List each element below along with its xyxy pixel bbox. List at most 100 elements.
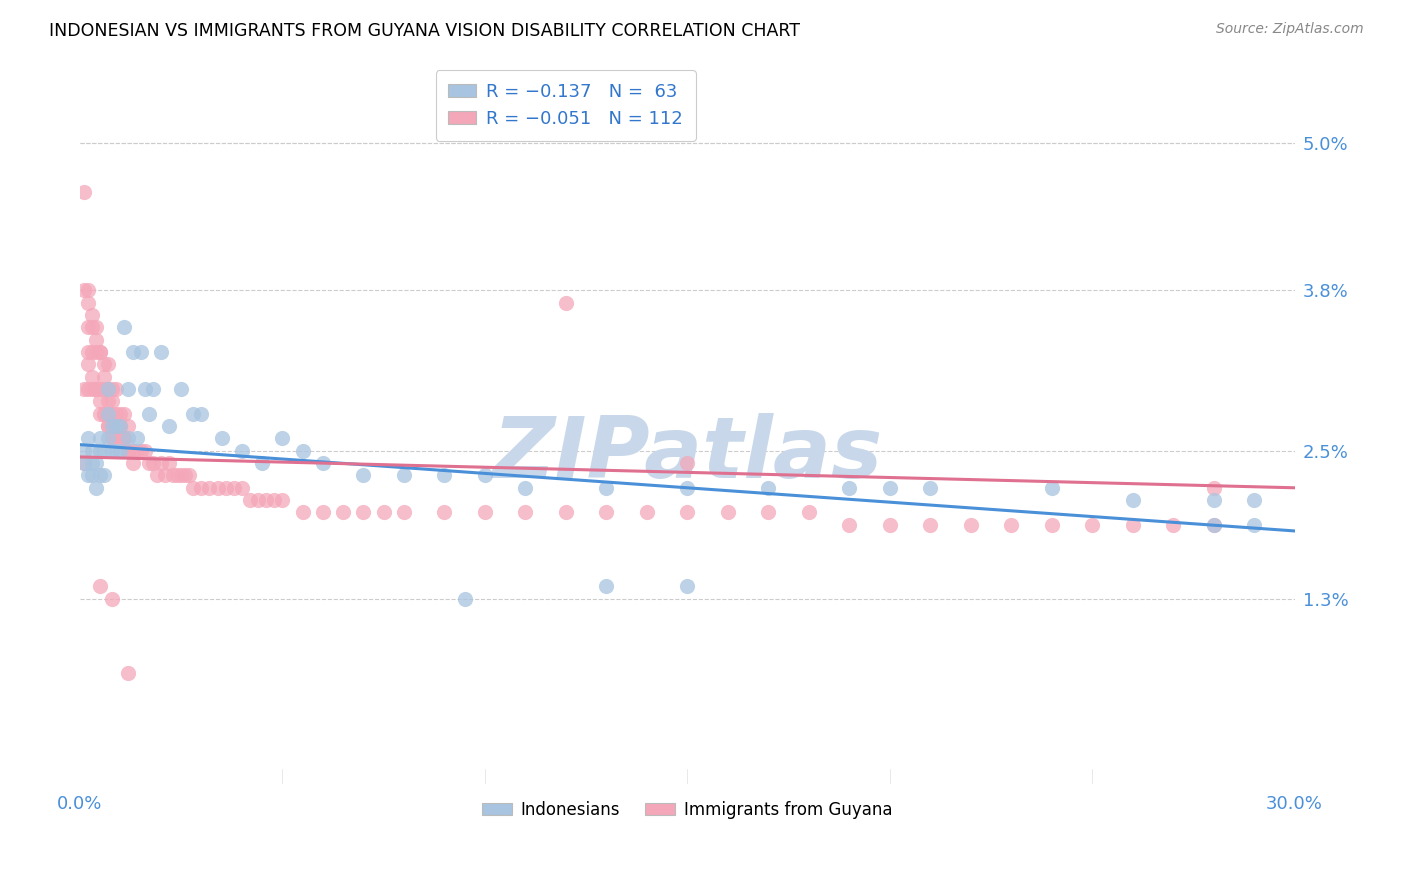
Point: [179, 468, 201, 483]
Point: [352, 505, 374, 519]
Point: [77, 295, 100, 310]
Point: [117, 443, 139, 458]
Point: [112, 407, 135, 421]
Point: [101, 432, 124, 446]
Point: [93, 407, 115, 421]
Point: [1243, 493, 1265, 508]
Point: [717, 505, 740, 519]
Point: [1122, 493, 1144, 508]
Point: [77, 432, 100, 446]
Text: ZIPatlas: ZIPatlas: [492, 413, 883, 496]
Point: [239, 493, 262, 508]
Point: [352, 468, 374, 483]
Point: [138, 407, 160, 421]
Point: [263, 493, 285, 508]
Point: [149, 456, 172, 470]
Point: [101, 591, 124, 606]
Point: [207, 481, 229, 495]
Point: [80, 468, 103, 483]
Point: [80, 308, 103, 322]
Point: [474, 468, 496, 483]
Point: [1202, 517, 1225, 532]
Point: [153, 468, 176, 483]
Point: [134, 382, 156, 396]
Point: [77, 320, 100, 334]
Point: [125, 443, 148, 458]
Point: [129, 345, 152, 359]
Point: [1122, 517, 1144, 532]
Point: [97, 419, 120, 434]
Point: [170, 382, 193, 396]
Point: [73, 443, 96, 458]
Point: [474, 505, 496, 519]
Text: Source: ZipAtlas.com: Source: ZipAtlas.com: [1216, 22, 1364, 37]
Point: [756, 481, 779, 495]
Point: [1243, 517, 1265, 532]
Point: [105, 407, 128, 421]
Point: [138, 456, 160, 470]
Point: [595, 505, 617, 519]
Point: [80, 443, 103, 458]
Point: [373, 505, 395, 519]
Point: [84, 382, 107, 396]
Point: [1040, 517, 1063, 532]
Point: [101, 394, 124, 409]
Point: [271, 493, 294, 508]
Point: [93, 407, 115, 421]
Point: [110, 443, 132, 458]
Point: [117, 382, 139, 396]
Point: [162, 468, 184, 483]
Point: [453, 591, 475, 606]
Point: [101, 432, 124, 446]
Point: [105, 419, 128, 434]
Point: [101, 407, 124, 421]
Point: [838, 517, 860, 532]
Point: [84, 333, 107, 347]
Point: [105, 443, 128, 458]
Point: [214, 481, 236, 495]
Point: [291, 505, 314, 519]
Point: [73, 456, 96, 470]
Text: INDONESIAN VS IMMIGRANTS FROM GUYANA VISION DISABILITY CORRELATION CHART: INDONESIAN VS IMMIGRANTS FROM GUYANA VIS…: [49, 22, 800, 40]
Point: [676, 456, 699, 470]
Point: [554, 295, 576, 310]
Point: [959, 517, 981, 532]
Point: [1202, 493, 1225, 508]
Point: [515, 505, 537, 519]
Point: [756, 505, 779, 519]
Point: [84, 481, 107, 495]
Point: [84, 345, 107, 359]
Point: [73, 185, 96, 199]
Point: [117, 443, 139, 458]
Point: [93, 382, 115, 396]
Point: [89, 407, 111, 421]
Point: [97, 407, 120, 421]
Point: [73, 284, 96, 298]
Point: [80, 345, 103, 359]
Point: [101, 419, 124, 434]
Point: [105, 382, 128, 396]
Point: [554, 505, 576, 519]
Point: [101, 443, 124, 458]
Point: [89, 382, 111, 396]
Point: [676, 579, 699, 593]
Point: [254, 493, 277, 508]
Point: [89, 579, 111, 593]
Point: [1202, 481, 1225, 495]
Point: [920, 517, 942, 532]
Point: [97, 382, 120, 396]
Point: [247, 493, 270, 508]
Point: [89, 345, 111, 359]
Point: [80, 320, 103, 334]
Point: [80, 369, 103, 384]
Legend: Indonesians, Immigrants from Guyana: Indonesians, Immigrants from Guyana: [475, 794, 898, 825]
Point: [181, 407, 204, 421]
Point: [142, 456, 165, 470]
Point: [190, 481, 212, 495]
Point: [797, 505, 820, 519]
Point: [112, 320, 135, 334]
Point: [920, 481, 942, 495]
Point: [89, 468, 111, 483]
Point: [112, 432, 135, 446]
Point: [392, 468, 415, 483]
